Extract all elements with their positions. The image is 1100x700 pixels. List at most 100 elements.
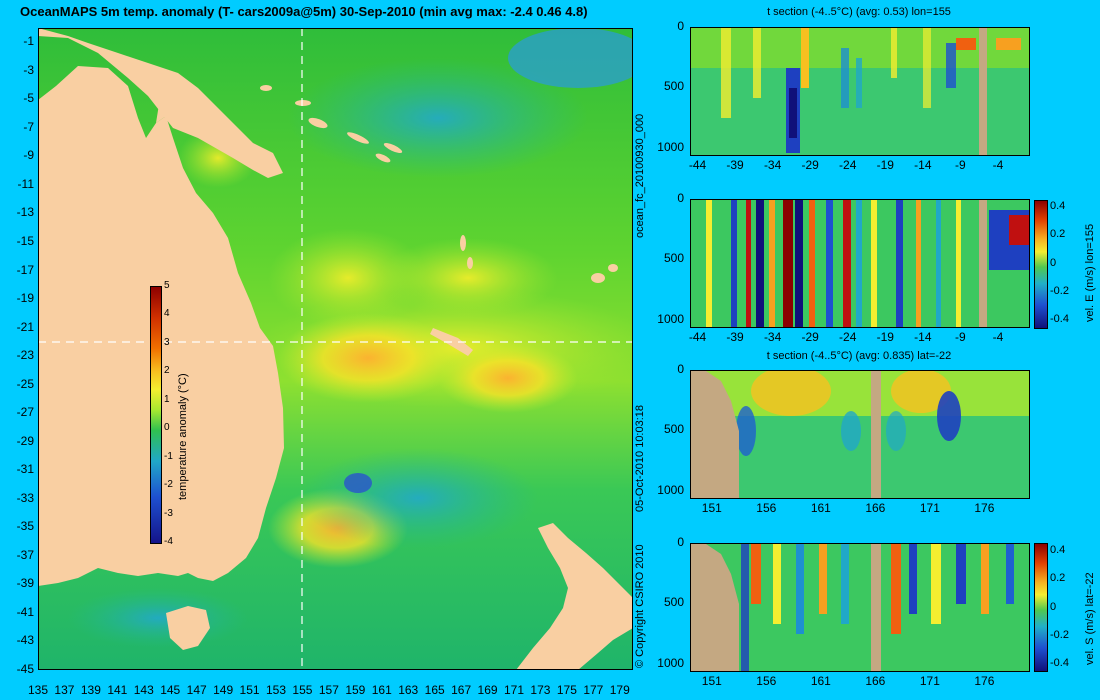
- section-depth-tick-label: 0: [677, 19, 684, 33]
- section-colorbar-tick-label: 0.4: [1050, 544, 1066, 557]
- section-x-tick-label: -39: [726, 158, 744, 172]
- section2-land-gap: [979, 200, 987, 327]
- section1-land-gap: [979, 28, 987, 155]
- map-colorbar-tick-label: -1: [164, 450, 173, 462]
- map-x-tick-label: 159: [345, 683, 366, 697]
- section-depth-tick-label: 0: [677, 191, 684, 205]
- section-colorbar-tick-label: -0.4: [1050, 312, 1069, 325]
- map-y-tick-label: -33: [16, 490, 34, 505]
- map-x-tick-label: 145: [160, 683, 181, 697]
- tasmania-land: [166, 606, 210, 650]
- section-colorbar-tick-label: 0.2: [1050, 228, 1066, 241]
- section4-svg: [691, 544, 1029, 671]
- copyright-label: © Copyright CSIRO 2010: [634, 544, 646, 668]
- map-x-tick-label: 155: [292, 683, 313, 697]
- section-x-tick-label: 156: [756, 501, 777, 515]
- map-colorbar-tick-label: 1: [164, 393, 170, 405]
- map-frame: [38, 28, 633, 670]
- map-colorbar-tick-label: -3: [164, 507, 173, 519]
- section-x-tick-label: 151: [701, 501, 722, 515]
- section-x-tick-label: 176: [974, 501, 995, 515]
- section-x-tick-label: 171: [919, 674, 940, 688]
- map-x-tick-label: 163: [398, 683, 419, 697]
- section-colorbar-tick-label: 0.2: [1050, 572, 1066, 585]
- map-y-tick-label: -5: [23, 91, 34, 106]
- map-colorbar-tick-label: 2: [164, 365, 170, 377]
- map-y-tick-label: -41: [16, 604, 34, 619]
- map-y-tick-label: -39: [16, 576, 34, 591]
- date-label: 05-Oct-2010 10:03:18: [634, 404, 646, 512]
- section-colorbar-tick-label: -0.2: [1050, 628, 1069, 641]
- cool-region: [298, 448, 538, 548]
- section3-title: t section (-4..5°C) (avg: 0.835) lat=-22: [766, 350, 952, 362]
- map-y-tick-label: -23: [16, 348, 34, 363]
- section-x-tick-label: -9: [955, 158, 966, 172]
- map-x-tick-label: 153: [265, 683, 287, 697]
- section-x-tick-label: -39: [726, 330, 744, 344]
- map-y-tick-label: -45: [16, 662, 34, 676]
- map-x-tick-label: 151: [239, 683, 260, 697]
- map-colorbar: [150, 286, 162, 544]
- section-depth-tick-label: 1000: [657, 655, 684, 670]
- section4-land: [691, 544, 739, 671]
- section1-stripes: [721, 28, 1021, 153]
- section4-velS-lat22[interactable]: [690, 543, 1030, 672]
- map-x-tick-label: 177: [583, 683, 604, 697]
- map-colorbar-tick-label: 0: [164, 422, 170, 434]
- vanuatu-fiji-land: [460, 235, 618, 283]
- map-x-tick-label: 175: [556, 683, 577, 697]
- section-x-tick-label: -14: [914, 330, 932, 344]
- section-depth-tick-label: 500: [663, 595, 684, 610]
- section1-temp-lon155[interactable]: [690, 27, 1030, 156]
- section1-svg: [691, 28, 1029, 155]
- map-colorbar-tick-label: 5: [164, 280, 170, 291]
- warm-eddy: [278, 313, 458, 403]
- map-x-tick-label: 135: [27, 683, 49, 697]
- section-colorbar-tick-label: 0.4: [1050, 200, 1066, 213]
- section3-features: [736, 371, 961, 456]
- map-colorbar-tick-label: -4: [164, 536, 173, 547]
- map-y-tick-label: -27: [16, 405, 34, 420]
- map-x-tick-label: 137: [54, 683, 75, 697]
- section-x-tick-label: -14: [914, 158, 932, 172]
- section-depth-tick-label: 500: [663, 79, 684, 94]
- section-depth-tick-label: 500: [663, 422, 684, 437]
- section2-svg: [691, 200, 1029, 327]
- section2-velE-lon155[interactable]: [690, 199, 1030, 328]
- section-colorbar-tick-label: 0: [1050, 600, 1057, 613]
- map-y-tick-label: -17: [16, 262, 34, 277]
- map-x-tick-label: 147: [186, 683, 207, 697]
- warm-eddy: [268, 228, 428, 328]
- section-x-tick-label: -4: [992, 330, 1004, 344]
- section-x-tick-label: -34: [763, 330, 782, 344]
- temperature-anomaly-map[interactable]: [38, 28, 633, 670]
- map-x-tick-label: 139: [80, 683, 101, 697]
- section3-land: [691, 371, 739, 498]
- section2-stripes: [706, 200, 1029, 327]
- section-colorbar-tick-label: -0.4: [1050, 656, 1069, 669]
- map-y-tick-label: -15: [16, 234, 34, 248]
- section-colorbar-tick-label: 0: [1050, 256, 1057, 269]
- section-x-tick-label: -44: [688, 158, 707, 172]
- cool-eddy: [344, 473, 372, 493]
- map-svg: [38, 28, 633, 670]
- section-x-tick-label: 156: [756, 674, 777, 688]
- section-x-tick-label: -44: [688, 330, 707, 344]
- section-x-tick-label: -9: [955, 330, 966, 344]
- section4-colorbar: [1034, 543, 1048, 672]
- map-y-tick-label: -19: [16, 291, 34, 306]
- map-y-tick-label: -31: [16, 462, 34, 477]
- section-x-tick-label: -24: [839, 158, 857, 172]
- map-y-tick-label: -13: [16, 205, 34, 220]
- section-x-tick-label: 171: [919, 501, 940, 515]
- map-y-tick-label: -35: [16, 519, 34, 534]
- solomon-islands-land: [260, 85, 403, 163]
- section4-land-gap: [871, 544, 881, 671]
- new-guinea-land: [38, 28, 283, 178]
- section-colorbar-tick-label: -0.2: [1050, 284, 1069, 297]
- section3-temp-lat22[interactable]: [690, 370, 1030, 499]
- map-y-tick-label: -21: [16, 319, 34, 334]
- section-x-tick-label: -4: [992, 158, 1004, 172]
- map-colorbar-label: temperature anomaly (°C): [177, 373, 189, 500]
- section2-colorbar: [1034, 200, 1048, 329]
